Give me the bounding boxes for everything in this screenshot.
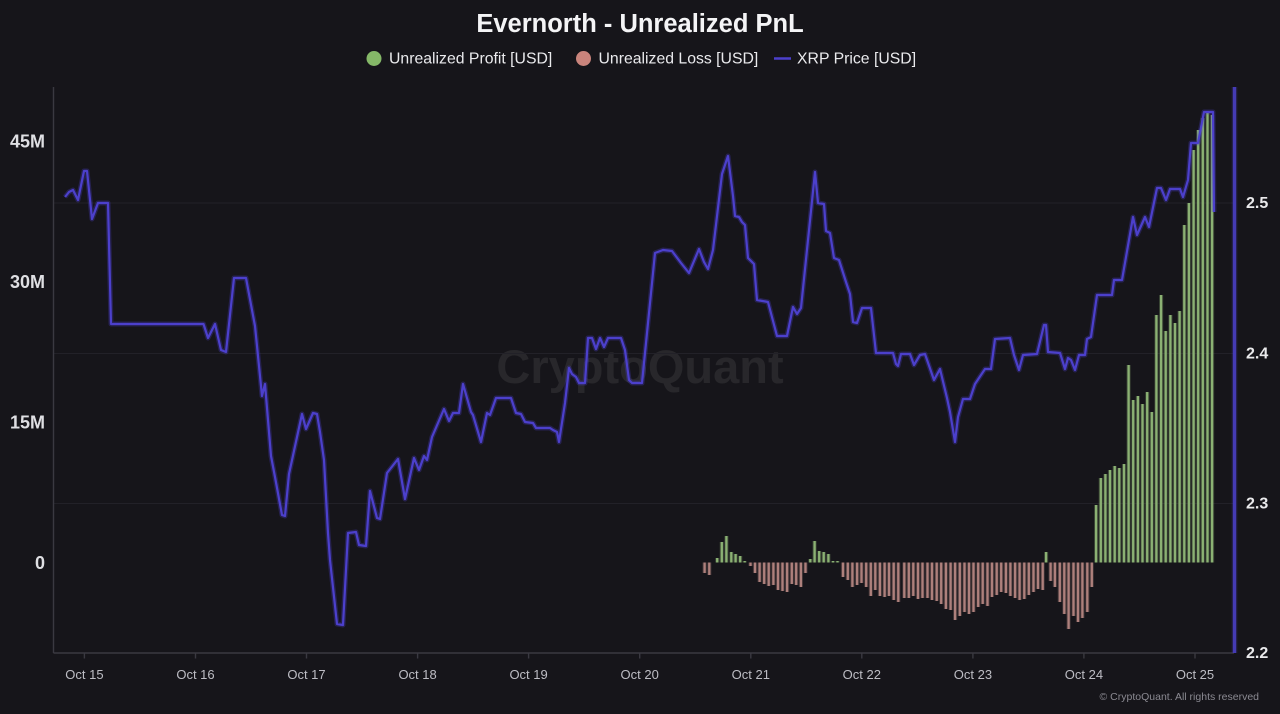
svg-text:45M: 45M [10,132,45,152]
svg-text:Oct 18: Oct 18 [398,667,436,682]
svg-text:2.3: 2.3 [1246,496,1268,513]
svg-text:© CryptoQuant. All rights rese: © CryptoQuant. All rights reserved [1100,691,1260,703]
svg-text:Oct 22: Oct 22 [843,667,881,682]
svg-text:Unrealized Profit [USD]: Unrealized Profit [USD] [389,51,552,68]
svg-text:Oct 21: Oct 21 [732,667,770,682]
svg-text:0: 0 [35,553,45,573]
svg-text:CryptoQuant: CryptoQuant [496,340,784,393]
svg-text:XRP Price [USD]: XRP Price [USD] [797,51,916,68]
svg-text:Oct 19: Oct 19 [509,667,547,682]
svg-text:Oct 25: Oct 25 [1176,667,1214,682]
svg-text:2.2: 2.2 [1246,645,1268,662]
svg-text:Unrealized Loss [USD]: Unrealized Loss [USD] [599,51,759,68]
svg-text:Evernorth - Unrealized PnL: Evernorth - Unrealized PnL [476,10,803,38]
svg-text:Oct 15: Oct 15 [65,667,103,682]
svg-text:Oct 16: Oct 16 [176,667,214,682]
svg-text:15M: 15M [10,413,45,433]
svg-text:Oct 23: Oct 23 [954,667,992,682]
svg-text:Oct 24: Oct 24 [1065,667,1103,682]
svg-text:2.4: 2.4 [1246,346,1268,363]
svg-text:Oct 17: Oct 17 [287,667,325,682]
svg-text:30M: 30M [10,272,45,292]
svg-text:2.5: 2.5 [1246,195,1268,212]
svg-text:Oct 20: Oct 20 [621,667,659,682]
